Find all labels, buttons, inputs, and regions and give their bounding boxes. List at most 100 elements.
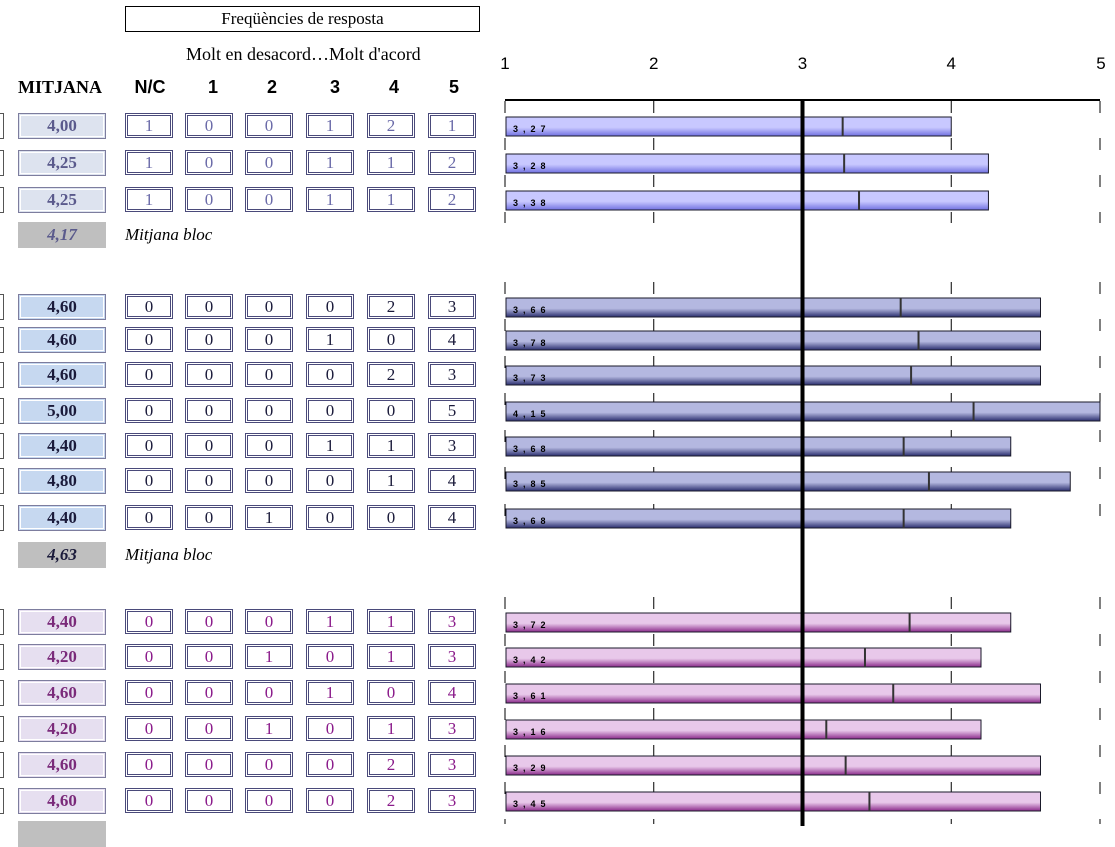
row-label-stub xyxy=(0,644,4,670)
frequency-cell: 0 xyxy=(185,433,233,458)
row-mean-cell: 4,40 xyxy=(18,505,106,531)
frequency-cell: 0 xyxy=(245,327,293,352)
frequency-cell: 0 xyxy=(185,327,233,352)
x-tick-label: 3 xyxy=(797,54,808,73)
frequency-cell: 0 xyxy=(245,609,293,634)
frequency-cell: 4 xyxy=(428,505,476,530)
row-mean-cell: 4,60 xyxy=(18,294,106,320)
column-header-5: 5 xyxy=(448,77,459,97)
frequency-cell: 0 xyxy=(306,788,354,813)
reference-value-label: 3,85 xyxy=(513,479,551,489)
row-mean-cell: 4,60 xyxy=(18,752,106,778)
frequency-cell: 0 xyxy=(245,150,293,175)
frequency-cell: 2 xyxy=(428,187,476,212)
frequency-cell: 3 xyxy=(428,644,476,669)
frequency-cell: 0 xyxy=(245,433,293,458)
row-label-stub xyxy=(0,752,4,778)
row-label-stub xyxy=(0,505,4,531)
mean-bar-chart: 3,27 3,28 3,38 3,66 3,78 3,73 4,15 3,68 3,85 3,68… xyxy=(504,99,1101,826)
reference-value-label: 3,68 xyxy=(513,516,551,526)
mean-bar xyxy=(505,297,1041,318)
mean-bar xyxy=(505,116,952,137)
frequency-cell: 3 xyxy=(428,716,476,741)
reference-value-label: 3,68 xyxy=(513,444,551,454)
frequency-cell: 0 xyxy=(245,752,293,777)
frequency-cell: 1 xyxy=(367,716,415,741)
frequency-cell: 0 xyxy=(367,398,415,423)
frequency-cell: 0 xyxy=(185,362,233,387)
frequency-cell: 1 xyxy=(245,505,293,530)
frequency-cell: 0 xyxy=(306,505,354,530)
frequency-cell: 0 xyxy=(185,680,233,705)
row-mean-cell: 4,60 xyxy=(18,680,106,706)
frequency-cell: 1 xyxy=(367,187,415,212)
frequency-cell: 1 xyxy=(306,433,354,458)
frequency-cell: 0 xyxy=(125,433,173,458)
frequency-cell: 1 xyxy=(306,113,354,138)
row-mean-cell: 4,60 xyxy=(18,362,106,388)
frequency-cell: 0 xyxy=(185,609,233,634)
frequency-cell: 0 xyxy=(125,398,173,423)
mean-bar xyxy=(505,508,1012,529)
frequency-cell: 1 xyxy=(367,433,415,458)
frequency-cell: 0 xyxy=(245,680,293,705)
frequency-cell: 0 xyxy=(185,187,233,212)
reference-value-label: 3,42 xyxy=(513,655,551,665)
frequency-cell: 0 xyxy=(125,644,173,669)
reference-value-label: 3,73 xyxy=(513,373,551,383)
frequency-cell: 3 xyxy=(428,609,476,634)
frequency-cell: 0 xyxy=(125,294,173,319)
mean-bar xyxy=(505,330,1041,351)
row-mean-cell: 4,00 xyxy=(18,113,106,139)
row-mean-cell: 4,25 xyxy=(18,187,106,213)
frequency-cell: 0 xyxy=(306,716,354,741)
frequency-cell: 0 xyxy=(125,362,173,387)
row-mean-cell: 4,25 xyxy=(18,150,106,176)
frequency-cell: 0 xyxy=(185,468,233,493)
reference-value-label: 3,66 xyxy=(513,305,551,315)
frequency-cell: 0 xyxy=(306,644,354,669)
row-label-stub xyxy=(0,398,4,424)
frequency-cell: 2 xyxy=(428,150,476,175)
frequency-cell: 1 xyxy=(125,113,173,138)
row-mean-cell: 4,60 xyxy=(18,327,106,353)
frequency-cell: 0 xyxy=(185,788,233,813)
row-label-stub xyxy=(0,150,4,176)
block-mean-value: 4,63 xyxy=(18,542,106,568)
mean-bar xyxy=(505,719,982,740)
frequency-cell: 2 xyxy=(367,752,415,777)
row-label-stub xyxy=(0,362,4,388)
column-header-2: 2 xyxy=(266,77,277,97)
row-label-stub xyxy=(0,468,4,494)
column-header-3: 3 xyxy=(329,77,340,97)
frequency-cell: 0 xyxy=(245,187,293,212)
frequency-cell: 0 xyxy=(245,362,293,387)
row-label-stub xyxy=(0,187,4,213)
block-mean-value: 4,17 xyxy=(18,222,106,248)
frequency-cell: 0 xyxy=(125,680,173,705)
frequency-cell: 5 xyxy=(428,398,476,423)
frequency-cell: 3 xyxy=(428,362,476,387)
frequency-cell: 0 xyxy=(185,113,233,138)
row-mean-cell: 4,20 xyxy=(18,716,106,742)
reference-value-label: 3,78 xyxy=(513,338,551,348)
frequency-cell: 0 xyxy=(245,113,293,138)
frequency-cell: 0 xyxy=(245,788,293,813)
frequency-cell: 3 xyxy=(428,752,476,777)
frequency-cell: 0 xyxy=(125,788,173,813)
frequency-cell: 2 xyxy=(367,294,415,319)
frequency-cell: 0 xyxy=(245,468,293,493)
frequency-cell: 0 xyxy=(125,327,173,352)
frequency-cell: 0 xyxy=(125,609,173,634)
x-tick-label: 1 xyxy=(500,54,510,73)
row-label-stub xyxy=(0,433,4,459)
mean-bar xyxy=(505,471,1071,492)
frequency-cell: 2 xyxy=(367,113,415,138)
frequency-cell: 0 xyxy=(306,362,354,387)
mean-bar xyxy=(505,153,989,174)
column-header-1: 1 xyxy=(207,77,218,97)
frequency-cell: 0 xyxy=(185,150,233,175)
reference-value-label: 3,61 xyxy=(513,691,551,701)
mean-bar xyxy=(505,755,1041,776)
frequency-cell: 1 xyxy=(367,468,415,493)
